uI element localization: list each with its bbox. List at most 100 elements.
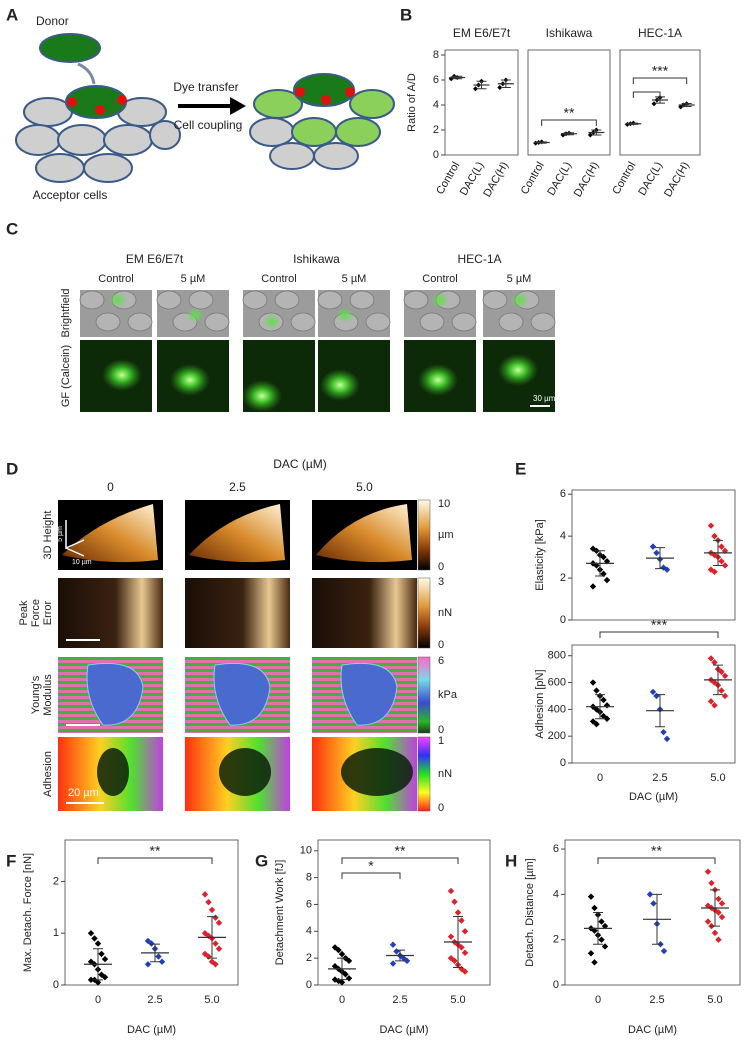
colorbar (417, 736, 431, 812)
data-point (215, 919, 223, 927)
green-cell (109, 292, 127, 308)
colorbar-max: 6 (438, 655, 444, 667)
diagram-label: Dye transfer (173, 80, 238, 94)
x-tick-label: 2.5 (147, 994, 162, 1006)
data-point (601, 943, 609, 950)
fluorescent-cell (102, 359, 142, 391)
significance-bracket (632, 91, 661, 98)
data-point (715, 895, 722, 903)
panel-letter: F (6, 851, 16, 870)
sd-whisker (337, 957, 347, 981)
peak-force-image (58, 578, 163, 648)
data-point (473, 86, 478, 92)
y-tick-label: 2 (306, 952, 312, 964)
data-point (650, 900, 657, 907)
data-point (711, 659, 718, 666)
data-point (205, 898, 212, 906)
sd-whisker (452, 75, 463, 80)
x-tick-label: Control (610, 160, 638, 197)
panel-letter: C (6, 219, 18, 238)
green-cell (336, 307, 354, 323)
y-tick-label: 0 (560, 614, 566, 626)
data-point (335, 946, 342, 954)
column-label: 5.0 (356, 480, 373, 494)
data-point (653, 549, 660, 557)
y-tick-label: 6 (433, 74, 439, 86)
fluorescent-cell (242, 380, 282, 412)
condition-label: 5 µM (181, 273, 206, 285)
row-label: 3D Height (42, 511, 54, 560)
diagram-label: Donor (36, 14, 69, 28)
data-point (94, 940, 102, 947)
cell-outline (274, 290, 300, 310)
green-cell (186, 307, 204, 323)
data-point (458, 944, 465, 951)
green-cell (511, 292, 529, 308)
y-tick-label: 8 (433, 49, 439, 61)
data-point (711, 702, 718, 709)
data-point (646, 891, 654, 898)
x-tick-label: 0 (339, 994, 345, 1006)
data-point (587, 132, 593, 138)
data-point (715, 909, 722, 916)
cell-outline (79, 290, 105, 310)
sd-whisker (453, 916, 463, 969)
data-point (94, 979, 102, 986)
colorbar-max: 10 (438, 498, 450, 510)
data-point (711, 568, 718, 575)
y-tick-label: 10 (300, 845, 312, 857)
cell-outline (242, 290, 268, 310)
significance-label: * (368, 858, 374, 874)
data-point (598, 918, 605, 925)
data-point (389, 941, 397, 948)
y-tick-label: 4 (306, 925, 312, 937)
panel-letter: B (400, 5, 412, 24)
cell-line-label: Ishikawa (293, 252, 340, 266)
panel-letter: E (515, 459, 526, 478)
sd-whisker (655, 547, 665, 570)
data-point (205, 953, 212, 960)
y-tick-label: 6 (553, 843, 559, 855)
y-tick-label: 200 (548, 730, 566, 742)
data-point (345, 975, 353, 982)
data-point (447, 954, 455, 962)
diagram-a (15, 33, 395, 183)
fluorescent-cell (170, 364, 210, 396)
adhesion-cell (97, 748, 129, 796)
x-tick-label: DAC(H) (662, 160, 692, 199)
data-point (144, 961, 152, 968)
modulus-cell (213, 662, 271, 726)
cell-outline (290, 312, 316, 332)
colorbar (417, 499, 431, 571)
data-point (660, 728, 667, 736)
y-tick-label: 0 (433, 149, 439, 161)
condition-label: 5 µM (507, 273, 532, 285)
data-point (458, 917, 465, 924)
sd-whisker (652, 893, 662, 945)
y-tick-label: 0 (553, 979, 559, 991)
chart-title: Ishikawa (546, 26, 593, 40)
data-point (601, 922, 609, 930)
y-tick-label: 8 (306, 871, 312, 883)
y-tick-label: 2 (560, 572, 566, 584)
y-axis-label: Elasticity [kPa] (534, 519, 546, 591)
x-axis-label: DAC (µM) (127, 1024, 176, 1036)
sd-whisker (591, 129, 602, 136)
colorbar-unit: nN (438, 607, 452, 619)
data-point (591, 904, 598, 912)
data-point (660, 947, 668, 955)
data-point (708, 879, 715, 887)
y-tick-label: 0 (53, 979, 59, 991)
data-point (718, 913, 726, 921)
x-tick-label: 2.5 (652, 772, 667, 784)
data-point (400, 954, 407, 962)
significance-bracket (597, 857, 716, 864)
cell-outline (349, 290, 375, 310)
data-point (342, 971, 349, 978)
arrow (178, 97, 246, 115)
data-point (603, 576, 611, 584)
x-tick-label: 5.0 (710, 772, 725, 784)
y-axis-label: Detach. Distance [µm] (524, 858, 536, 966)
data-point (649, 688, 657, 696)
